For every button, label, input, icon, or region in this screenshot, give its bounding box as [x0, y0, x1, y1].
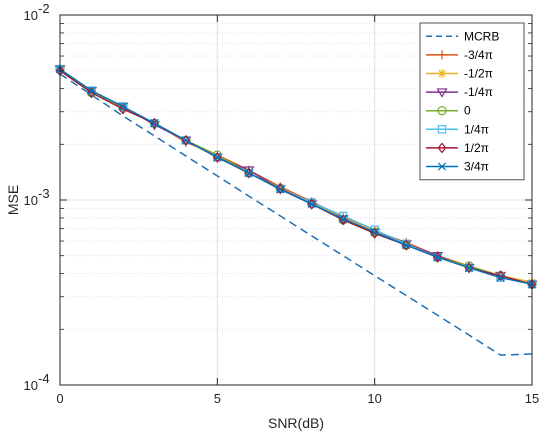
legend-item: 3/4π — [426, 160, 489, 174]
x-axis-label: SNR(dB) — [268, 415, 324, 431]
y-tick-label: 10 — [24, 193, 38, 208]
y-tick-exponent: -3 — [38, 186, 50, 201]
square-marker — [496, 273, 505, 282]
x-tick-label: 10 — [367, 391, 381, 406]
legend-item: MCRB — [426, 29, 499, 43]
y-tick-exponent: -2 — [38, 1, 50, 16]
legend-item: -1/2π — [426, 67, 493, 81]
legend-item: 0 — [426, 104, 471, 118]
diamond-marker — [437, 142, 447, 154]
legend-label: 0 — [464, 104, 471, 118]
x-marker — [496, 273, 505, 282]
series-MCRB — [59, 73, 533, 356]
legend-item: 1/2π — [426, 141, 489, 155]
x-marker — [213, 153, 222, 162]
x-tick-label: 15 — [525, 391, 539, 406]
plus-marker — [437, 50, 447, 60]
x-tick-label: 5 — [214, 391, 221, 406]
x-marker — [244, 168, 253, 177]
legend-item: -1/4π — [426, 85, 493, 99]
legend-box — [419, 22, 525, 181]
x-marker — [339, 214, 348, 223]
circle-marker — [437, 106, 447, 116]
legend-label: -1/4π — [464, 85, 493, 99]
y-tick-label: 10 — [24, 378, 38, 393]
series-line — [59, 73, 533, 356]
legend-item: 1/4π — [426, 122, 489, 136]
legend-label: MCRB — [464, 29, 499, 43]
x-marker — [276, 185, 285, 194]
axis-ticks — [59, 14, 533, 386]
asterisk-marker — [437, 69, 447, 78]
y-tick-label: 10 — [24, 8, 38, 23]
y-tick-exponent: -4 — [38, 371, 50, 386]
square-marker — [437, 125, 447, 134]
x-marker — [150, 119, 159, 128]
legend-label: 1/4π — [464, 122, 489, 136]
y-axis-label: MSE — [5, 185, 21, 215]
triangle-marker — [436, 88, 448, 98]
legend: MCRB -3/4π -1/2π -1/4π 0 1/4π 1/2π 3/4π — [419, 22, 525, 181]
x-marker — [118, 102, 127, 111]
legend-label: 1/2π — [464, 141, 489, 155]
x-tick-label: 0 — [56, 391, 63, 406]
x-marker — [181, 136, 190, 145]
legend-label: -3/4π — [464, 48, 493, 62]
series-line — [59, 68, 533, 285]
x-marker — [87, 86, 96, 95]
legend-label: -1/2π — [464, 67, 493, 81]
asterisk-marker — [370, 226, 380, 236]
x-marker — [370, 228, 379, 237]
diamond-marker — [496, 270, 505, 282]
x-marker — [402, 241, 411, 250]
x-marker — [307, 200, 316, 209]
x-marker — [433, 253, 442, 262]
x-marker — [465, 263, 474, 272]
legend-item: -3/4π — [426, 48, 493, 62]
asterisk-marker — [338, 213, 348, 223]
diamond-marker — [370, 227, 380, 239]
legend-label: 3/4π — [464, 160, 489, 174]
series-3/4π — [55, 65, 537, 289]
x-marker — [437, 162, 447, 171]
